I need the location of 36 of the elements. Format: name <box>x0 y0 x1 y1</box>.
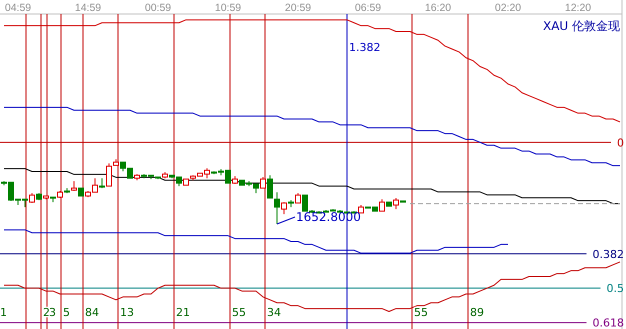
annotation: 55 <box>232 306 246 319</box>
annotation: 34 <box>267 306 281 319</box>
ref-line-label: 0.382 <box>592 248 624 261</box>
annotation: 89 <box>470 306 484 319</box>
candlestick <box>267 174 273 199</box>
annotation: 21 <box>176 306 190 319</box>
x-tick-label: 06:59 <box>354 2 382 14</box>
ref-line-label: 0.618 <box>592 316 624 329</box>
chart-title: XAU 伦敦金现 <box>542 19 620 33</box>
candlestick <box>379 198 385 212</box>
annotation: 5 <box>63 306 70 319</box>
ref-line-label: 0.5 <box>606 282 624 296</box>
annotation: 84 <box>85 306 99 319</box>
x-tick-label: 14:59 <box>74 2 102 14</box>
candlestick <box>71 180 77 192</box>
candlestick <box>106 162 112 187</box>
candlestick <box>260 176 266 189</box>
x-tick-label: 00:59 <box>144 2 172 14</box>
x-tick-label: 10:59 <box>214 2 242 14</box>
annotation: 1 <box>0 306 7 319</box>
candlestick <box>274 192 280 224</box>
x-tick-label: 16:20 <box>424 2 452 14</box>
x-tick-label: 02:20 <box>494 2 522 14</box>
candlestick <box>281 202 287 215</box>
x-tick-label: 20:59 <box>284 2 312 14</box>
candlestick <box>29 192 35 204</box>
candlestick <box>99 178 105 189</box>
x-tick-label: 12:20 <box>564 2 592 14</box>
annotation: 1.382 <box>349 41 380 54</box>
annotation: 55 <box>414 306 428 319</box>
ref-line-label: 0 <box>617 136 624 150</box>
x-tick-label: 04:59 <box>4 2 32 14</box>
annotation: 3 <box>49 306 56 319</box>
candlestick <box>393 198 399 210</box>
candlestick <box>295 192 301 204</box>
annotation: 13 <box>120 306 134 319</box>
